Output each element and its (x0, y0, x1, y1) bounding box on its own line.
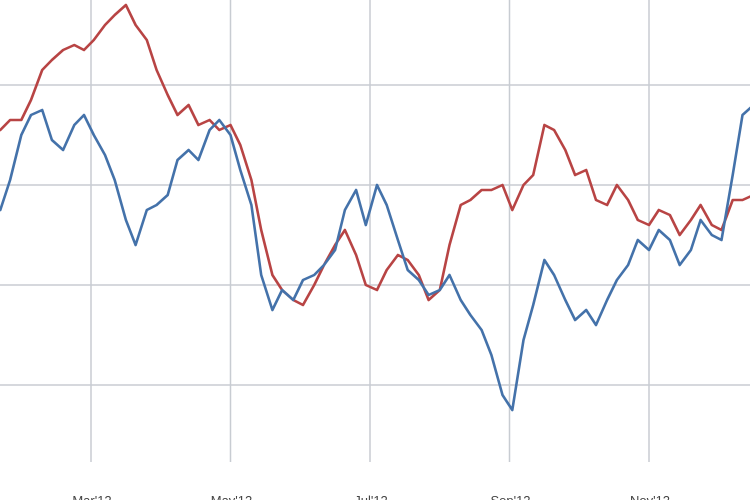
x-tick-label: May'12 (211, 493, 253, 500)
x-tick-label: Mar'12 (72, 493, 111, 500)
x-tick-label: Nov'12 (630, 493, 670, 500)
series-lines (0, 3, 750, 412)
x-axis-tick-labels: Mar'12 May'12 Jul'12 Sep'12 Nov'12 (72, 493, 670, 500)
x-tick-label: Sep'12 (490, 493, 530, 500)
series-line-2 (0, 106, 750, 412)
gridlines (0, 0, 750, 462)
x-tick-label: Jul'12 (354, 493, 388, 500)
series-line-1 (0, 3, 750, 307)
